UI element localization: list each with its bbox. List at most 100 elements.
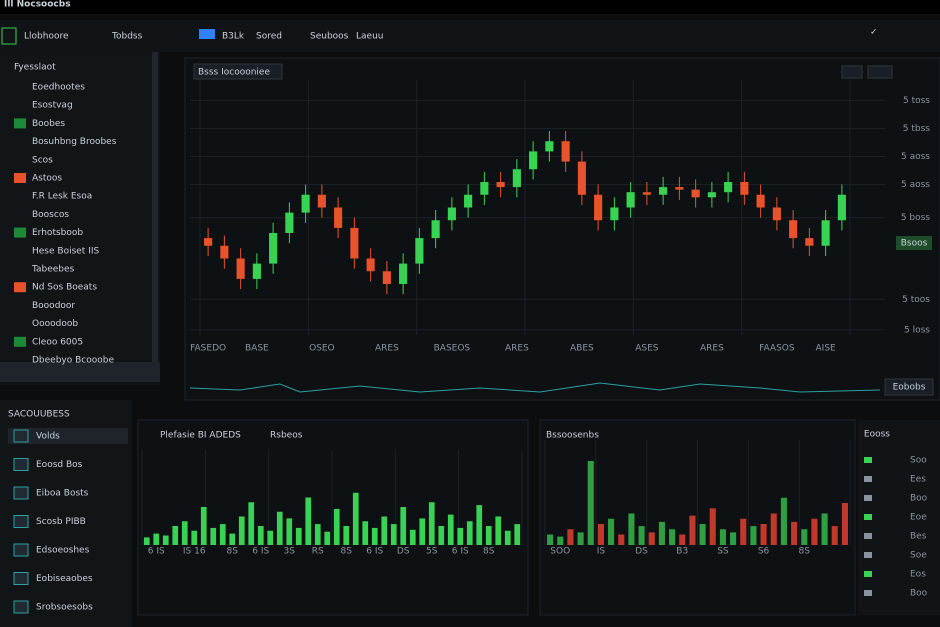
bar (447, 514, 454, 545)
candle-body (626, 192, 635, 208)
candle-body (740, 182, 749, 195)
bottom-left-item[interactable]: Eoosd Bos (36, 460, 83, 470)
x-tick-label: 6 IS (252, 547, 269, 557)
bar (801, 529, 808, 545)
bar (153, 533, 160, 545)
candle-body (789, 220, 798, 239)
chart-title-box (193, 63, 283, 80)
status-dot (864, 457, 872, 463)
toolbar-tab[interactable]: Sored (256, 32, 282, 42)
item-icon (14, 173, 26, 183)
sidebar-item[interactable]: Nd Sos Boeats (32, 283, 97, 293)
y-tick-label: 5 loss (904, 325, 930, 335)
bar (699, 524, 706, 545)
x-tick-label: 8S (799, 547, 811, 557)
bottom-right-label: Eos (910, 570, 926, 580)
action-button[interactable] (884, 378, 934, 396)
sidebar-item[interactable]: Erhotsboob (32, 228, 83, 238)
x-tick-label: BASE (245, 344, 269, 354)
toolbar-tab[interactable]: Seuboos (310, 32, 349, 42)
price-tag-box (896, 236, 932, 250)
y-tick-label: 5 aoss (901, 180, 930, 190)
price-tag: Bsoos (901, 239, 928, 249)
bottom-left-item[interactable]: Srobsoesobs (36, 603, 93, 613)
sidebar-item[interactable]: Scos (32, 155, 53, 165)
bar (305, 497, 312, 545)
bar (669, 529, 676, 545)
check-icon[interactable]: ✓ (870, 28, 878, 38)
bar (181, 521, 188, 545)
chart-subtitle: Rsbeos (270, 431, 303, 441)
sidebar-item[interactable]: Cleoo 6005 (32, 337, 83, 347)
candle-body (334, 207, 343, 228)
bar (466, 521, 473, 545)
sidebar-selected[interactable] (0, 362, 160, 382)
bottom-left-selected[interactable] (8, 428, 128, 444)
candle-body (301, 194, 310, 213)
chart-title: Plefasie BI ADEDS (160, 431, 241, 441)
bottom-right-label: Boo (910, 589, 928, 599)
candle-body (545, 141, 554, 152)
item-icon (13, 515, 29, 528)
zoom-button[interactable] (841, 65, 863, 79)
sidebar-item[interactable]: Dbeebyo Bcooobe (32, 356, 114, 366)
logo (1, 27, 17, 45)
sidebar (0, 52, 160, 385)
bar (286, 518, 293, 545)
bar (587, 461, 594, 545)
bar (352, 492, 359, 545)
bottom-right-label: Eoe (910, 513, 927, 523)
bottom-left-item[interactable]: Edsoeoshes (36, 546, 90, 556)
sidebar-item[interactable]: Tabeebes (31, 265, 75, 275)
bar (514, 524, 521, 545)
sidebar-item[interactable]: Esostvag (32, 101, 73, 111)
sidebar-item[interactable]: Bosuhbng Broobes (32, 137, 117, 147)
sidebar-item[interactable]: Boobes (32, 119, 65, 129)
candle-body (756, 194, 765, 208)
x-tick-label: 8S (483, 547, 495, 557)
action-button-label[interactable]: Eobobs (893, 383, 926, 393)
bar (791, 521, 798, 545)
layout-button[interactable] (867, 65, 893, 79)
sidebar-item[interactable]: F.R Lesk Esoa (32, 192, 92, 202)
x-tick-label: 5S (426, 547, 438, 557)
sidebar-item[interactable]: Oooodoob (32, 319, 78, 329)
sidebar-item[interactable]: Booodoor (32, 301, 75, 311)
x-tick-label: FASEDO (190, 344, 226, 354)
x-tick-label: IS (597, 547, 606, 557)
bar (495, 516, 502, 545)
bar (267, 530, 274, 545)
item-icon (14, 282, 26, 293)
bar (390, 524, 397, 545)
bar (200, 507, 207, 545)
main-panel (184, 57, 940, 401)
x-tick-label: IS 16 (183, 547, 206, 557)
bottom-left-item[interactable]: Eiboa Bosts (36, 489, 89, 499)
toolbar-tab[interactable]: Llobhoore (24, 32, 69, 42)
toolbar-tab[interactable]: Tobdss (111, 32, 143, 42)
candle-body (594, 194, 603, 221)
bottom-left-title: SACOUUBESS (8, 410, 70, 420)
bar (689, 515, 696, 545)
item-icon (13, 572, 29, 585)
sidebar-item[interactable]: Astoos (32, 174, 62, 184)
x-tick-label: DS (397, 547, 410, 557)
bottom-left-item[interactable]: Eobiseaobes (36, 574, 93, 584)
item-icon (14, 118, 26, 129)
toolbar-tab[interactable]: Laeuu (356, 32, 383, 42)
bottom-left-item[interactable]: Scosb PIBB (36, 517, 86, 527)
sidebar-item[interactable]: Eoedhootes (32, 83, 85, 93)
toolbar-tab[interactable]: B3Lk (222, 32, 245, 42)
y-tick-label: 5 aoss (901, 152, 930, 162)
y-tick-label: 5 boss (901, 213, 930, 223)
tab-icon (199, 29, 215, 39)
status-dot (864, 590, 872, 596)
x-tick-label: AISE (816, 344, 837, 354)
candle-body (561, 141, 570, 162)
bottom-left-item[interactable]: Volds (36, 432, 60, 442)
sidebar-item[interactable]: Booscos (32, 210, 69, 220)
candle-body (691, 189, 700, 198)
bottom-right-label: Soo (910, 456, 927, 466)
sidebar-item[interactable]: Hese Boiset IIS (32, 246, 99, 256)
